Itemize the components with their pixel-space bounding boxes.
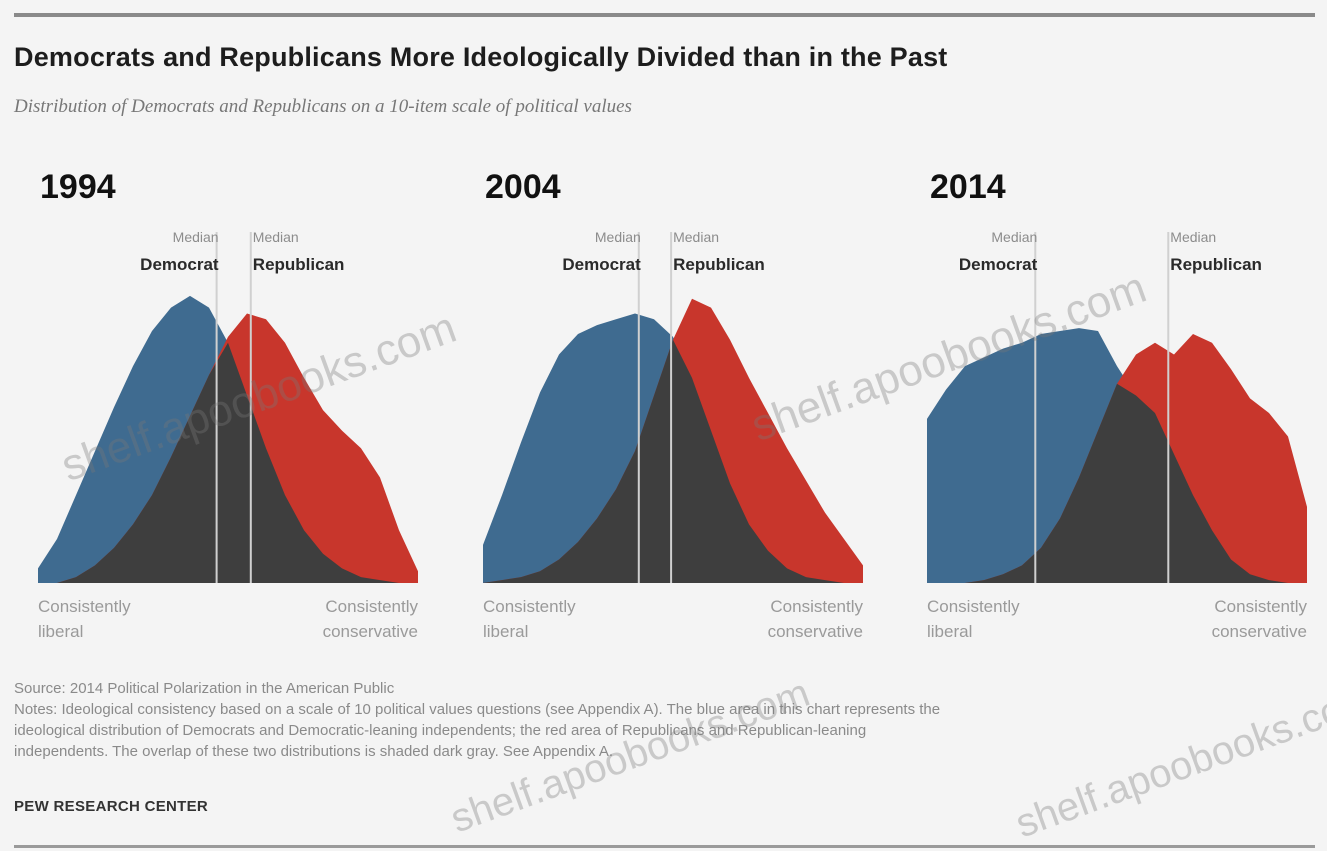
median-party-label: Democrat xyxy=(959,255,1038,274)
panel-1994: 1994 Median Democrat Median Republican Consis… xyxy=(38,168,418,641)
median-party-label: Republican xyxy=(673,255,765,274)
axis-right-note: conservative xyxy=(323,622,418,641)
axis-right-note: conservative xyxy=(768,622,863,641)
axis-left-note: liberal xyxy=(483,622,528,641)
median-small-label: Median xyxy=(673,229,719,245)
axis-left-note: Consistently xyxy=(927,597,1020,616)
axis-right-note: conservative xyxy=(1212,622,1307,641)
axis-right-note: Consistently xyxy=(325,597,418,616)
year-label: 2014 xyxy=(930,168,1006,206)
median-small-label: Median xyxy=(991,229,1037,245)
overlap-area xyxy=(483,339,863,583)
median-small-label: Median xyxy=(595,229,641,245)
note-line-2: ideological distribution of Democrats an… xyxy=(14,722,867,739)
source-note: Source: 2014 Political Polarization in t… xyxy=(14,680,395,697)
median-small-label: Median xyxy=(253,229,299,245)
axis-left-note: Consistently xyxy=(38,597,131,616)
overlap-area xyxy=(927,383,1307,583)
axis-left-note: liberal xyxy=(927,622,972,641)
top-rule xyxy=(14,13,1315,17)
panel-2014: 2014 Median Democrat Median Republican Consis… xyxy=(927,168,1307,641)
bottom-rule xyxy=(14,845,1315,848)
median-party-label: Republican xyxy=(253,255,345,274)
note-line-3: independents. The overlap of these two d… xyxy=(14,743,613,760)
overlap-area xyxy=(38,342,418,583)
notes-block: Source: 2014 Political Polarization in t… xyxy=(14,678,1314,762)
chart-subtitle: Distribution of Democrats and Republican… xyxy=(14,96,632,117)
median-party-label: Republican xyxy=(1170,255,1262,274)
median-party-label: Democrat xyxy=(140,255,219,274)
chart-title: Democrats and Republicans More Ideologic… xyxy=(14,42,948,72)
median-party-label: Democrat xyxy=(562,255,641,274)
year-label: 2004 xyxy=(485,168,561,206)
axis-right-note: Consistently xyxy=(1214,597,1307,616)
axis-right-note: Consistently xyxy=(770,597,863,616)
median-small-label: Median xyxy=(173,229,219,245)
note-line-1: Notes: Ideological consistency based on … xyxy=(14,701,941,718)
axis-left-note: liberal xyxy=(38,622,83,641)
axis-left-note: Consistently xyxy=(483,597,576,616)
year-label: 1994 xyxy=(40,168,116,206)
organization-name: PEW RESEARCH CENTER xyxy=(14,798,209,815)
panel-2004: 2004 Median Democrat Median Republican Consis… xyxy=(483,168,863,641)
median-small-label: Median xyxy=(1170,229,1216,245)
